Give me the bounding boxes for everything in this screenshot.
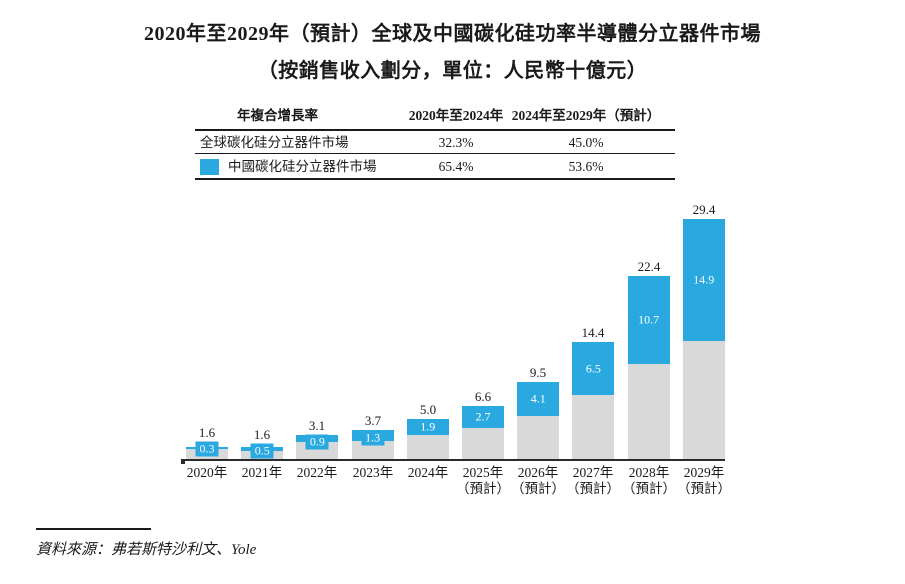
bar-global-segment bbox=[352, 441, 394, 460]
cagr-table-header-2024-2029: 2024年至2029年（預計） bbox=[511, 108, 661, 123]
x-axis-label: 2028年 （預計） bbox=[612, 465, 686, 497]
x-axis-label: 2029年 （預計） bbox=[667, 465, 741, 497]
cagr-table-header-metric: 年複合增長率 bbox=[237, 108, 318, 123]
x-axis-forecast-suffix: （預計） bbox=[566, 481, 620, 496]
bar-china-value-label: 0.5 bbox=[250, 443, 274, 459]
x-axis-label: 2022年 bbox=[280, 465, 354, 481]
bar-global-segment bbox=[517, 416, 559, 460]
x-axis-left-tick bbox=[181, 459, 185, 464]
bar-global-segment bbox=[683, 341, 725, 460]
x-axis-year: 2020年 bbox=[186, 465, 228, 480]
table-rule-middle bbox=[195, 153, 675, 154]
x-axis-line bbox=[181, 459, 725, 461]
bar-global-segment bbox=[628, 364, 670, 460]
table-row-global-cagr2: 45.0% bbox=[568, 135, 604, 150]
bar-total-label: 3.1 bbox=[308, 418, 326, 433]
bar-china-value-label: 14.9 bbox=[689, 272, 719, 288]
bar-total-label: 29.4 bbox=[692, 202, 716, 217]
bar-total-label: 9.5 bbox=[529, 365, 547, 380]
x-axis-forecast-suffix: （預計） bbox=[622, 481, 676, 496]
x-axis-label: 2026年 （預計） bbox=[501, 465, 575, 497]
table-row-global-cagr1: 32.3% bbox=[438, 135, 474, 150]
bar-china-value-label: 1.3 bbox=[361, 430, 385, 446]
bar-total-label: 6.6 bbox=[474, 389, 492, 404]
china-legend-swatch bbox=[200, 159, 219, 175]
x-axis-year: 2029年 bbox=[683, 465, 725, 480]
x-axis-label: 2024年 bbox=[391, 465, 465, 481]
bar-china-value-label: 0.9 bbox=[305, 434, 329, 450]
table-row-china-label: 中國碳化硅分立器件市場 bbox=[228, 159, 377, 174]
x-axis-year: 2025年 bbox=[462, 465, 504, 480]
bar-global-segment bbox=[462, 428, 504, 460]
bar-total-label: 1.6 bbox=[198, 425, 216, 440]
bar-global-segment bbox=[407, 435, 449, 460]
bar-total-label: 1.6 bbox=[253, 427, 271, 442]
bar-global-segment bbox=[572, 395, 614, 460]
x-axis-year: 2021年 bbox=[241, 465, 283, 480]
x-axis-year: 2027年 bbox=[572, 465, 614, 480]
chart-title-line2: （按銷售收入劃分，單位：人民幣十億元） bbox=[257, 60, 648, 82]
bar-china-value-label: 1.9 bbox=[416, 419, 440, 435]
table-row-china-cagr2: 53.6% bbox=[568, 159, 604, 174]
table-rule-bottom bbox=[195, 178, 675, 180]
table-row-china-cagr1: 65.4% bbox=[438, 159, 474, 174]
x-axis-forecast-suffix: （預計） bbox=[456, 481, 510, 496]
x-axis-forecast-suffix: （預計） bbox=[511, 481, 565, 496]
cagr-table-header-2020-2024: 2020年至2024年 bbox=[408, 108, 504, 123]
x-axis-label: 2021年 bbox=[225, 465, 299, 481]
x-axis-year: 2023年 bbox=[352, 465, 394, 480]
x-axis-year: 2026年 bbox=[517, 465, 559, 480]
bar-china-value-label: 4.1 bbox=[526, 391, 550, 407]
source-note: 資料來源：弗若斯特沙利文、Yole bbox=[36, 542, 257, 558]
bar-china-value-label: 0.3 bbox=[195, 441, 219, 457]
x-axis-label: 2027年 （預計） bbox=[556, 465, 630, 497]
x-axis-label: 2020年 bbox=[170, 465, 244, 481]
bar-china-value-label: 6.5 bbox=[581, 361, 605, 377]
x-axis-year: 2024年 bbox=[407, 465, 449, 480]
bar-china-value-label: 10.7 bbox=[634, 312, 664, 328]
bar-total-label: 5.0 bbox=[419, 402, 437, 417]
x-axis-label: 2025年 （預計） bbox=[446, 465, 520, 497]
chart-title-line1: 2020年至2029年（預計）全球及中國碳化硅功率半導體分立器件市場 bbox=[144, 23, 761, 45]
source-divider bbox=[36, 528, 151, 530]
table-rule-under-header bbox=[195, 129, 675, 131]
x-axis-year: 2022年 bbox=[296, 465, 338, 480]
bar-china-value-label: 2.7 bbox=[471, 409, 495, 425]
bar-total-label: 14.4 bbox=[581, 325, 605, 340]
x-axis-label: 2023年 bbox=[336, 465, 410, 481]
x-axis-forecast-suffix: （預計） bbox=[677, 481, 731, 496]
bar-total-label: 3.7 bbox=[364, 413, 382, 428]
x-axis-year: 2028年 bbox=[628, 465, 670, 480]
bar-total-label: 22.4 bbox=[637, 259, 661, 274]
table-row-global-label: 全球碳化硅分立器件市場 bbox=[200, 135, 349, 150]
